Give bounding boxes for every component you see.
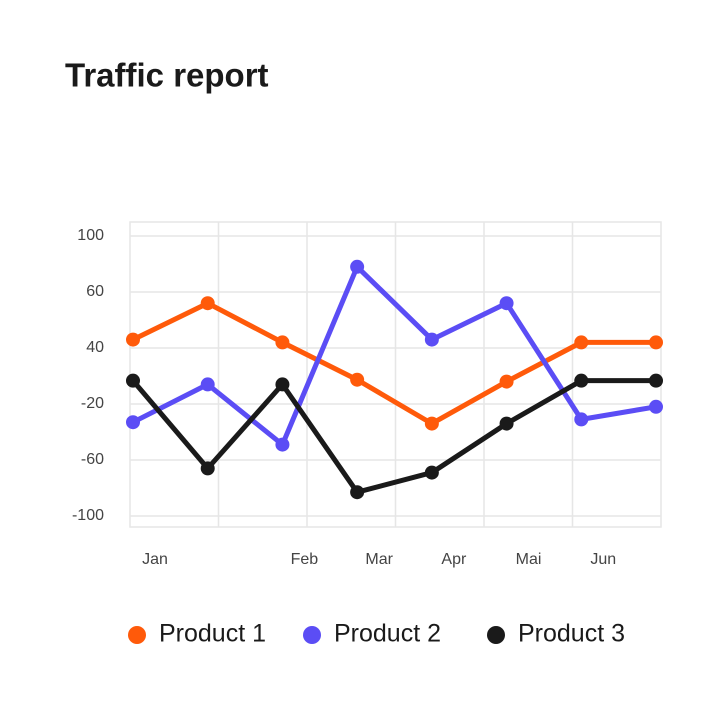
x-tick-label: Feb bbox=[291, 551, 319, 568]
x-tick-label: Jan bbox=[142, 551, 168, 568]
series-line bbox=[131, 378, 656, 495]
point bbox=[499, 374, 514, 389]
point bbox=[126, 415, 140, 430]
point bbox=[574, 412, 589, 427]
y-tick-label: -20 bbox=[81, 395, 104, 412]
legend-label: Product 2 bbox=[334, 620, 441, 648]
chart-title: Traffic report bbox=[65, 57, 269, 94]
point bbox=[649, 373, 663, 388]
x-tick-label: Mar bbox=[365, 551, 393, 568]
point bbox=[424, 416, 439, 431]
x-tick-label: Mai bbox=[516, 551, 542, 568]
point bbox=[424, 332, 439, 347]
x-tick-label: Apr bbox=[441, 551, 467, 568]
point bbox=[275, 335, 290, 350]
point bbox=[200, 377, 215, 392]
legend-label: Product 3 bbox=[518, 620, 625, 648]
point bbox=[126, 332, 140, 347]
legend-swatch bbox=[128, 626, 146, 644]
x-tick-label: Jun bbox=[590, 551, 616, 568]
point bbox=[200, 296, 215, 311]
point bbox=[350, 485, 365, 500]
y-tick-label: -100 bbox=[72, 507, 104, 524]
point bbox=[649, 335, 663, 350]
y-tick-label: 60 bbox=[86, 283, 104, 300]
legend-label: Product 1 bbox=[159, 620, 266, 648]
point bbox=[275, 437, 290, 452]
point bbox=[499, 296, 514, 311]
point bbox=[499, 416, 514, 431]
legend-swatch bbox=[303, 626, 321, 644]
legend-swatch bbox=[487, 626, 505, 644]
point bbox=[424, 465, 439, 480]
point bbox=[350, 259, 365, 274]
y-tick-label: 40 bbox=[86, 339, 104, 356]
point bbox=[574, 373, 589, 388]
point bbox=[649, 399, 663, 414]
series-line bbox=[131, 264, 657, 448]
point bbox=[275, 377, 290, 392]
point bbox=[574, 335, 589, 350]
point bbox=[200, 461, 215, 476]
series-line bbox=[131, 300, 656, 427]
point bbox=[126, 373, 140, 388]
y-tick-label: 100 bbox=[77, 227, 104, 244]
y-tick-label: -60 bbox=[81, 451, 104, 468]
point bbox=[350, 372, 365, 387]
